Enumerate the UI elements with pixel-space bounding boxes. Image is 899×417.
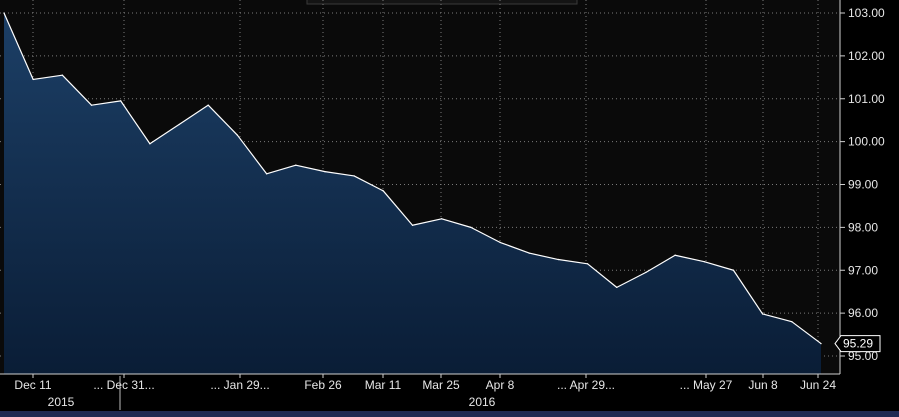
series-line-segment <box>207 104 239 136</box>
series-line-segment <box>32 74 63 81</box>
data-point <box>820 342 822 345</box>
data-point <box>236 134 239 136</box>
data-point <box>295 164 297 166</box>
x-tick-label: Mar 11 <box>365 378 402 392</box>
series-line-segment <box>703 261 735 271</box>
series-line-segment <box>411 218 443 226</box>
data-point <box>645 271 647 273</box>
data-point <box>499 241 501 243</box>
y-tick-label: 103.00 <box>848 6 885 20</box>
data-point <box>557 258 559 261</box>
year-label: 2015 <box>48 395 75 409</box>
x-axis: Dec 11 ... Dec 31... ... Jan 29... Feb 26 Ma… <box>14 374 836 392</box>
x-tick-label: ... Dec 31... <box>93 378 154 392</box>
y-tick-label: 100.00 <box>848 135 885 149</box>
series-line-segment <box>266 164 297 175</box>
series-line-segment <box>528 252 559 261</box>
series-line-segment <box>324 171 355 177</box>
series-line-segment <box>499 241 530 254</box>
x-tick-label: Apr 8 <box>486 378 515 392</box>
data-point <box>528 252 530 254</box>
data-point <box>762 313 764 315</box>
x-tick-label: ... May 27 <box>680 378 733 392</box>
data-point <box>382 190 384 192</box>
data-point <box>791 321 793 323</box>
series-line-segment <box>3 12 34 81</box>
y-tick-label: 99.00 <box>848 178 878 192</box>
x-tick-label: Dec 11 <box>14 378 51 392</box>
last-value-box <box>834 335 881 353</box>
data-point <box>411 224 414 226</box>
series-points <box>3 12 822 345</box>
series-line-segment <box>61 74 93 106</box>
data-point <box>353 175 355 177</box>
series-area <box>4 13 821 374</box>
x-tick-label: ... Jan 29... <box>210 378 269 392</box>
year-labels: 2015 2016 <box>48 395 496 409</box>
data-point <box>149 143 151 145</box>
bottom-strip <box>0 411 899 417</box>
series-line-segment <box>674 254 705 263</box>
series-line-segment <box>441 218 472 228</box>
last-value-label: 95.29 <box>834 335 881 353</box>
y-tick-label: 98.00 <box>848 220 878 234</box>
top-tab <box>306 0 578 5</box>
x-tick-label: Jun 8 <box>748 378 778 392</box>
series-line-segment <box>791 321 822 345</box>
data-point <box>266 173 268 175</box>
data-point <box>207 104 209 106</box>
series-line-segment <box>236 134 268 175</box>
series-line-segment <box>762 313 793 323</box>
data-point <box>90 104 93 106</box>
y-tick-label: 101.00 <box>848 92 885 106</box>
series-line-segment <box>295 164 326 173</box>
data-point <box>120 100 122 102</box>
series-line-segment <box>732 269 764 315</box>
data-point <box>324 171 326 173</box>
x-tick-label: Mar 25 <box>422 378 460 392</box>
data-point <box>586 263 589 265</box>
series-line-segment <box>382 190 414 226</box>
x-tick-label: ... Apr 29... <box>557 378 615 392</box>
data-point <box>178 123 180 126</box>
series-line-segment <box>149 123 180 145</box>
data-point <box>3 12 5 14</box>
y-tick-label: 102.00 <box>848 49 885 63</box>
series-line-segment <box>353 175 384 192</box>
series-line-segment <box>586 263 618 288</box>
data-point <box>616 286 618 288</box>
series-line-segment <box>616 271 647 288</box>
x-tick-label: Feb 26 <box>304 378 342 392</box>
series-line-segment <box>470 226 501 243</box>
data-point <box>32 78 34 81</box>
y-tick-label: 96.00 <box>848 306 878 320</box>
last-value-text: 95.29 <box>843 337 873 351</box>
data-point <box>441 218 443 220</box>
y-tick-label: 95.00 <box>848 349 878 363</box>
y-axis: 103.00 102.00 101.00 100.00 99.00 98.00 97.00 9… <box>840 6 885 363</box>
year-label: 2016 <box>469 395 496 409</box>
series-line-segment <box>178 104 209 126</box>
series-line-segment <box>90 100 122 106</box>
x-tick-label: Jun 24 <box>800 378 836 392</box>
y-tick-label: 97.00 <box>848 263 878 277</box>
x-axis-band <box>0 374 840 417</box>
data-point <box>703 261 705 263</box>
data-point <box>674 254 676 256</box>
data-point <box>470 226 472 228</box>
series-line-segment <box>557 258 589 265</box>
data-point <box>61 74 63 76</box>
data-point <box>732 269 735 271</box>
series-line-segment <box>120 100 151 145</box>
series-line-segment <box>645 254 676 273</box>
